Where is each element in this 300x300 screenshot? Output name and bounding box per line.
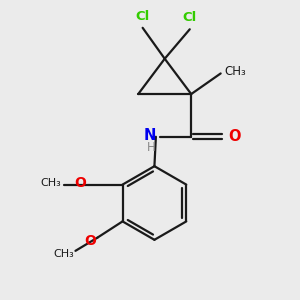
- Text: H: H: [147, 141, 156, 154]
- Text: CH₃: CH₃: [224, 65, 246, 79]
- Text: CH₃: CH₃: [40, 178, 61, 188]
- Text: Cl: Cl: [136, 10, 150, 22]
- Text: N: N: [143, 128, 156, 143]
- Text: CH₃: CH₃: [53, 249, 74, 259]
- Text: O: O: [228, 129, 241, 144]
- Text: O: O: [74, 176, 86, 190]
- Text: O: O: [84, 234, 96, 248]
- Text: Cl: Cl: [183, 11, 197, 24]
